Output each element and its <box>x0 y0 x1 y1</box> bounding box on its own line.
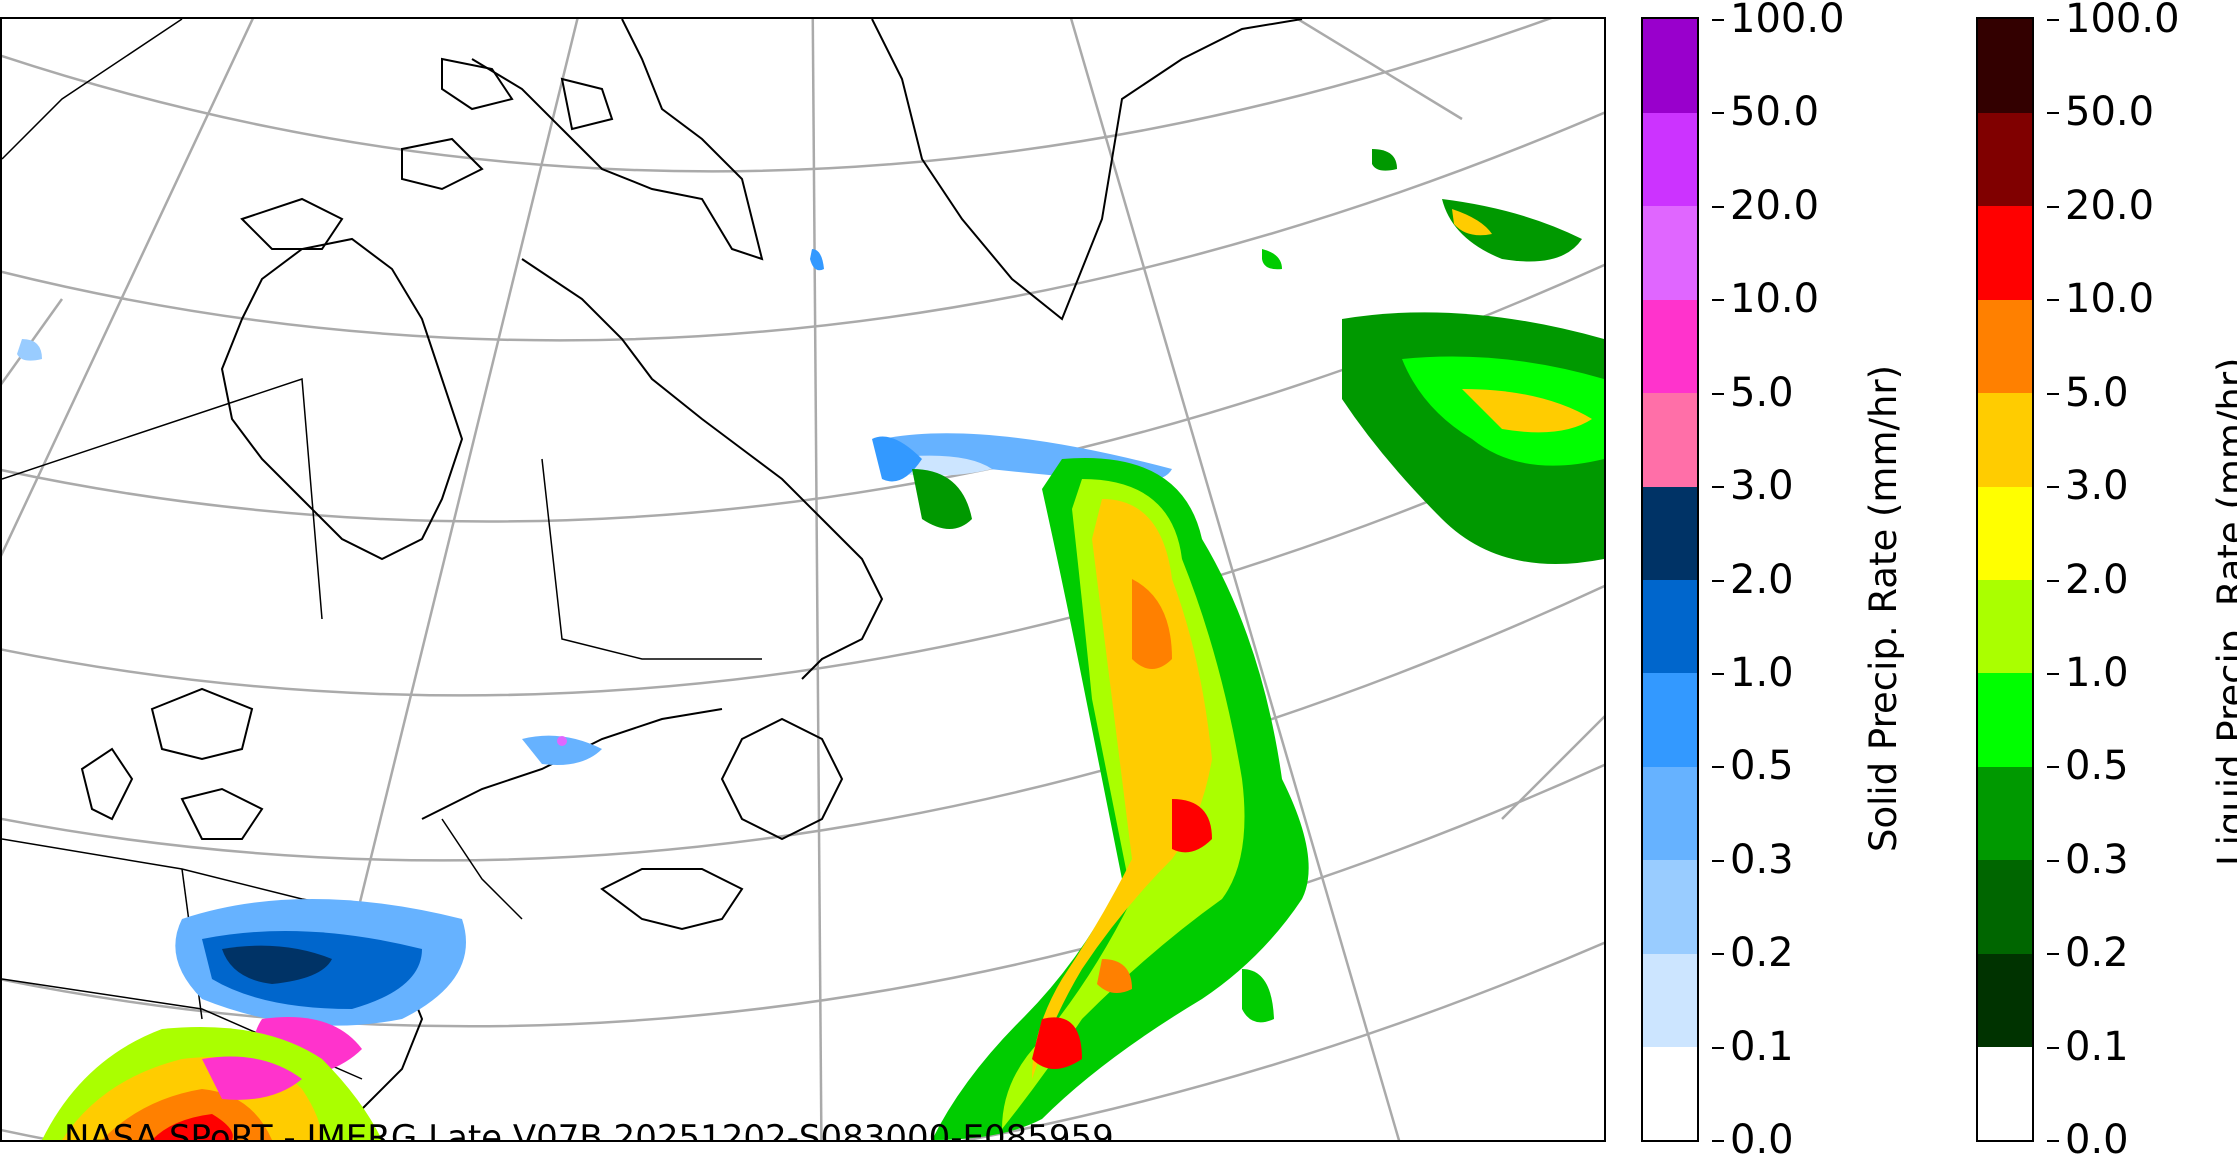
colorbar-tick-label: 0.0 <box>2047 1117 2129 1163</box>
coastlines <box>80 19 1303 1140</box>
liquid-colorbar-title: Liquid Precip. Rate (mm/hr) <box>2210 357 2237 867</box>
arctic-islands <box>441 57 514 111</box>
latitude-line <box>2 584 1604 862</box>
colorbar-tick-label: 0.5 <box>1712 743 1794 790</box>
hudson-bay-coast <box>220 237 464 561</box>
colorbar-bin <box>1978 486 2032 580</box>
newfoundland-coast <box>720 717 844 841</box>
latitude-line <box>2 111 1604 342</box>
precipitation-map: NASA SPoRT - IMERG Late V07B 20251202-S0… <box>0 17 1606 1142</box>
solid-precip-area <box>17 249 1172 1079</box>
nova-scotia-coast <box>600 868 744 931</box>
solid-colorbar-title: Solid Precip. Rate (mm/hr) <box>1862 364 1905 852</box>
colorbar-bin <box>1643 859 1697 954</box>
meridian-line <box>2 19 255 557</box>
colorbar-bin <box>1978 859 2032 954</box>
colorbar-tick-label: 5.0 <box>1712 369 1794 416</box>
colorbar-tick-label: 3.0 <box>1712 463 1794 510</box>
colorbar-bin <box>1643 1046 1697 1141</box>
colorbar-bin <box>1978 1046 2032 1141</box>
colorbar-tick-label: 1.0 <box>2047 649 2129 696</box>
arctic-islands <box>240 197 344 250</box>
colorbar-tick-label: 50.0 <box>1711 89 1820 136</box>
colorbar-bin <box>1643 766 1697 861</box>
great-lakes <box>150 687 254 761</box>
solid-precip-colorbar <box>1641 17 1699 1142</box>
colorbar-bin <box>1978 299 2032 394</box>
colorbar-bin <box>1978 19 2032 113</box>
colorbar-tick-label: 20.0 <box>1711 182 1820 229</box>
border-line <box>541 458 762 660</box>
liquid-precip-area <box>42 149 1604 1140</box>
arctic-islands <box>401 137 484 191</box>
st-lawrence-coast <box>421 708 723 820</box>
colorbar-bin <box>1643 112 1697 207</box>
colorbar-bin <box>1643 392 1697 487</box>
colorbar-tick-label: 100.0 <box>2047 0 2180 42</box>
meridian-line <box>1295 19 1463 121</box>
meridian-line <box>2 298 64 386</box>
border-line <box>2 377 323 620</box>
colorbar-bin <box>1978 112 2032 207</box>
colorbar-tick-label: 2.0 <box>1712 556 1794 603</box>
colorbar-bin <box>1978 953 2032 1048</box>
border-line <box>2 19 183 160</box>
colorbar-tick-label: 1.0 <box>1712 649 1794 696</box>
colorbar-bin <box>1643 672 1697 767</box>
colorbar-tick-label: 0.0 <box>1712 1117 1794 1163</box>
arctic-islands <box>560 77 614 131</box>
border-line <box>441 818 523 920</box>
great-lakes <box>180 787 264 840</box>
map-canvas <box>2 19 1604 1140</box>
meridian-line <box>811 19 823 1140</box>
colorbar-tick-label: 0.1 <box>1712 1023 1794 1070</box>
colorbar-tick-label: 10.0 <box>1711 276 1820 323</box>
colorbar-tick-label: 0.3 <box>1712 836 1794 883</box>
colorbar-bin <box>1643 299 1697 394</box>
colorbar-bin <box>1643 19 1697 113</box>
colorbar-tick-label: 5.0 <box>2047 369 2129 416</box>
colorbar-bin <box>1978 672 2032 767</box>
colorbar-bin <box>1978 392 2032 487</box>
colorbar-tick-label: 50.0 <box>2046 89 2155 136</box>
colorbar-tick-label: 0.1 <box>2047 1023 2129 1070</box>
colorbar-tick-label: 20.0 <box>2046 182 2155 229</box>
colorbar-tick-label: 0.3 <box>2047 836 2129 883</box>
liquid-precip-colorbar <box>1976 17 2034 1142</box>
colorbar-bin <box>1643 579 1697 674</box>
map-caption: NASA SPoRT - IMERG Late V07B 20251202-S0… <box>64 1118 1114 1142</box>
colorbar-tick-label: 10.0 <box>2046 276 2155 323</box>
meridian-line <box>1501 715 1604 820</box>
baffin-coast <box>471 19 764 261</box>
latitude-line <box>2 941 1604 1140</box>
colorbar-tick-label: 2.0 <box>2047 556 2129 603</box>
labrador-coast <box>521 258 884 680</box>
greenland-coast <box>871 19 1303 321</box>
colorbar-bin <box>1643 205 1697 300</box>
colorbar-tick-label: 0.2 <box>2047 930 2129 977</box>
colorbar-bin <box>1978 205 2032 300</box>
colorbar-tick-label: 100.0 <box>1712 0 1845 42</box>
great-lakes <box>80 747 134 821</box>
colorbar-bin <box>1978 766 2032 861</box>
colorbar-tick-label: 0.2 <box>1712 930 1794 977</box>
colorbar-tick-label: 0.5 <box>2047 743 2129 790</box>
colorbar-bin <box>1643 953 1697 1048</box>
colorbar-bin <box>1643 486 1697 580</box>
colorbar-tick-label: 3.0 <box>2047 463 2129 510</box>
meridian-line <box>1069 19 1401 1140</box>
colorbar-bin <box>1978 579 2032 674</box>
